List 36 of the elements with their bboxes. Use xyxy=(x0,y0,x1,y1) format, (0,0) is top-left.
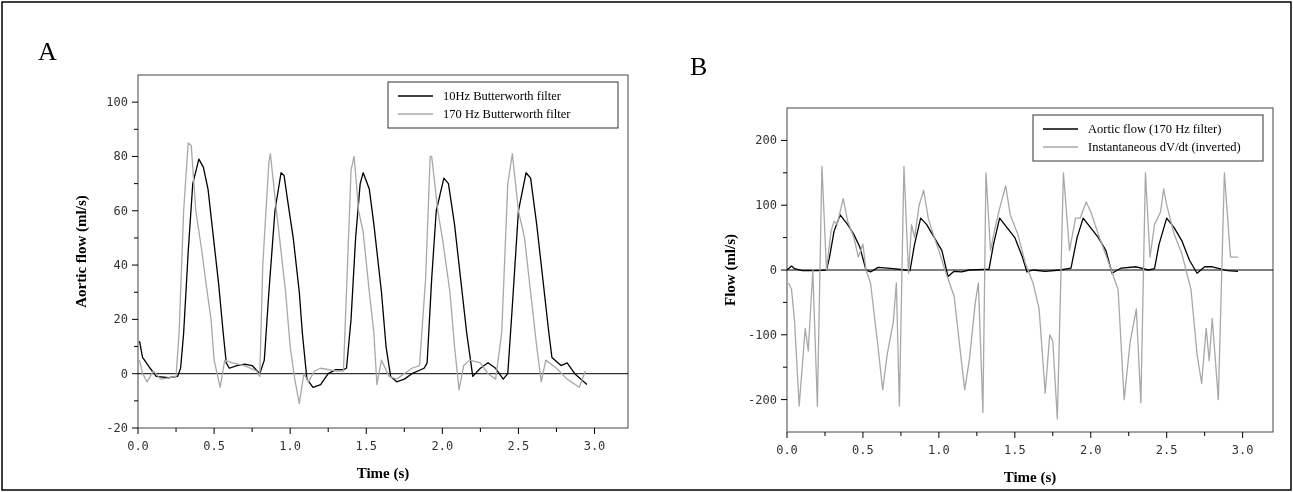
x-tick-label: 0.0 xyxy=(127,439,149,453)
y-tick-label: -20 xyxy=(106,421,128,435)
x-tick-label: 3.0 xyxy=(583,439,606,453)
y-tick-label: 60 xyxy=(113,203,128,218)
x-tick-label: 2.5 xyxy=(1155,443,1178,457)
y-tick-label: 0 xyxy=(120,366,128,381)
y-tick-label: 200 xyxy=(755,133,777,148)
y-axis-title: Flow (ml/s) xyxy=(722,233,739,307)
legend-label: Instantaneous dV/dt (inverted) xyxy=(1088,140,1241,154)
y-tick-label: 80 xyxy=(113,149,128,164)
x-tick-label: 0.5 xyxy=(203,439,225,453)
x-axis-title: Time (s) xyxy=(356,465,410,482)
x-axis-title: Time (s) xyxy=(1003,469,1057,486)
chart-title: B xyxy=(690,52,708,81)
y-axis-title: Aortic flow (ml/s) xyxy=(73,195,90,308)
x-tick-label: 1.0 xyxy=(928,443,950,457)
x-tick-label: 2.0 xyxy=(1079,443,1102,457)
y-tick-label: 20 xyxy=(113,312,128,327)
x-tick-label: 1.0 xyxy=(279,439,302,453)
chart-title: A xyxy=(38,37,57,66)
legend-label: Aortic flow (170 Hz filter) xyxy=(1088,122,1222,136)
x-tick-label: 3.0 xyxy=(1231,443,1254,457)
y-tick-label: 40 xyxy=(113,258,128,273)
legend-label: 10Hz Butterworth filter xyxy=(443,89,562,103)
x-tick-label: 0.0 xyxy=(776,443,798,457)
y-tick-label: 100 xyxy=(106,95,128,110)
y-tick-label: -200 xyxy=(748,392,777,407)
x-tick-label: 1.5 xyxy=(1003,443,1026,457)
x-tick-label: 0.5 xyxy=(852,443,874,457)
y-tick-label: -100 xyxy=(748,327,777,342)
x-tick-label: 2.5 xyxy=(507,439,530,453)
y-tick-label: 0 xyxy=(769,263,777,277)
x-tick-label: 1.5 xyxy=(355,439,378,453)
legend-label: 170 Hz Butterworth filter xyxy=(443,107,572,121)
y-tick-label: 100 xyxy=(755,198,777,213)
x-tick-label: 2.0 xyxy=(431,439,454,453)
